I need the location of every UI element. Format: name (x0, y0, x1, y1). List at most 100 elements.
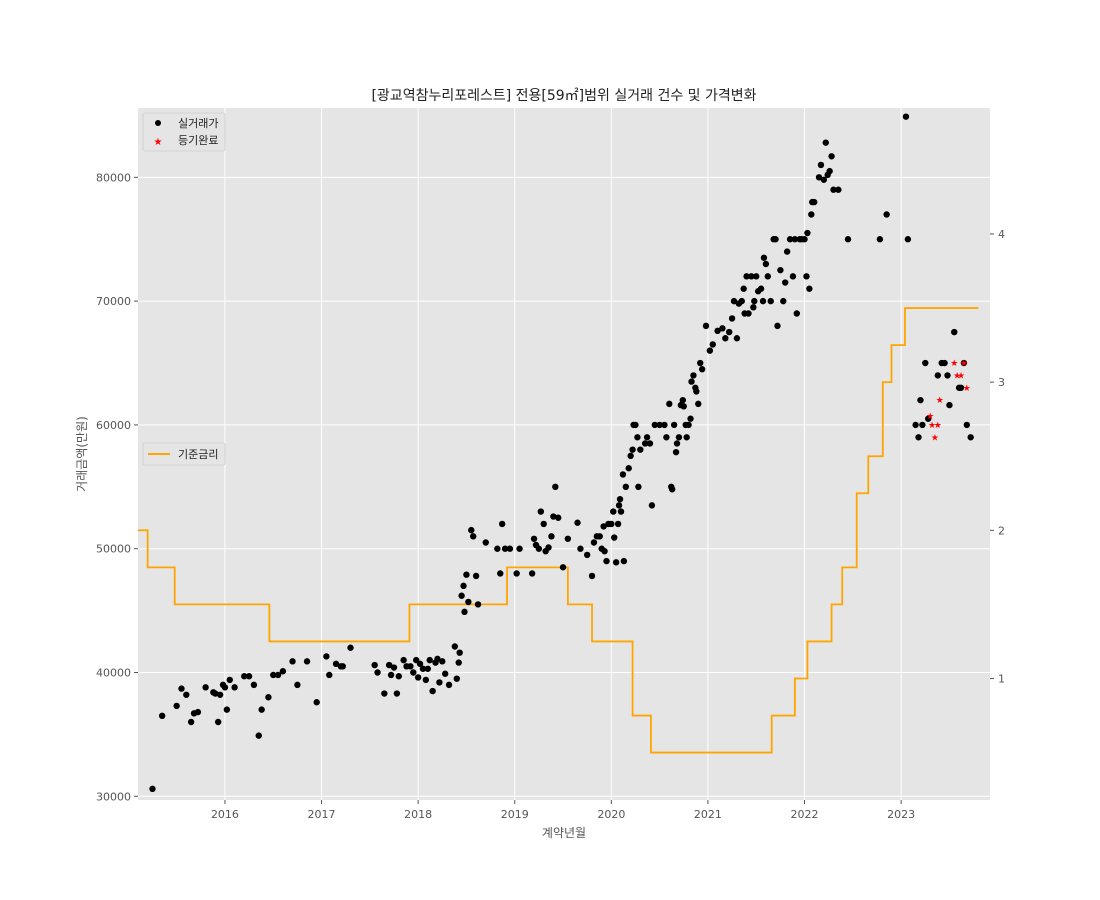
price-point (173, 702, 180, 710)
price-point (555, 514, 562, 521)
price-point (750, 304, 757, 311)
price-point (374, 669, 381, 676)
price-point (687, 415, 694, 422)
price-point (625, 465, 632, 472)
price-point (730, 297, 738, 305)
price-point (453, 675, 460, 682)
price-point (303, 658, 311, 665)
price-point (745, 310, 752, 317)
y-tick-label: 70000 (96, 295, 131, 308)
price-point (445, 681, 453, 689)
price-point (390, 664, 398, 671)
price-point (610, 508, 617, 515)
price-point (714, 327, 721, 335)
price-point (793, 310, 801, 317)
price-point (668, 486, 676, 493)
price-point (782, 279, 789, 286)
registered-point: ★ (957, 371, 965, 381)
price-point (919, 421, 926, 429)
price-point (574, 519, 581, 526)
price-point (957, 384, 965, 391)
price-point (194, 708, 202, 716)
registered-point: ★ (928, 421, 936, 431)
price-point (460, 582, 467, 590)
price-point (774, 322, 781, 330)
y2-tick-label: 1 (998, 672, 1005, 685)
price-point (441, 670, 449, 677)
price-point (294, 681, 301, 689)
price-point (410, 669, 417, 676)
price-point (656, 421, 663, 429)
price-point (743, 273, 750, 280)
price-point (601, 547, 608, 555)
x-tick-label: 2022 (791, 808, 819, 821)
price-point (828, 153, 835, 160)
price-point (216, 691, 224, 698)
y-tick-label: 40000 (96, 666, 131, 679)
price-point (772, 236, 779, 243)
price-point (673, 440, 681, 447)
price-point (611, 534, 618, 541)
price-point (791, 236, 799, 243)
price-point (670, 421, 678, 429)
price-point (183, 691, 190, 698)
price-point (619, 471, 627, 478)
registered-series: ★★★★★★★★★★ (926, 359, 971, 443)
price-point (804, 229, 811, 237)
price-point (274, 671, 282, 679)
y2-tick-label: 4 (998, 228, 1005, 241)
price-point (637, 446, 644, 453)
price-point (400, 656, 407, 664)
price-point (806, 285, 813, 292)
price-point (646, 440, 654, 447)
price-point (614, 520, 622, 528)
price-point (688, 378, 695, 385)
price-point (641, 440, 649, 447)
price-point (725, 328, 733, 336)
price-point (332, 660, 340, 668)
price-point (629, 446, 636, 453)
price-point (501, 545, 509, 552)
price-point (922, 359, 929, 367)
price-point (545, 544, 552, 551)
grid (138, 108, 990, 800)
legend-lower: 기준금리 (142, 442, 226, 466)
price-point (436, 679, 443, 686)
price-point (231, 684, 238, 691)
price-point (221, 684, 229, 691)
legend-upper: 실거래가 ★ 등기완료 (142, 112, 226, 152)
legend-lower-box (142, 442, 226, 466)
price-point (371, 661, 378, 669)
price-point (387, 671, 395, 679)
rate-step-line (138, 307, 979, 754)
price-point (463, 571, 470, 578)
price-point (424, 665, 431, 672)
price-point (690, 372, 697, 379)
price-point (648, 502, 656, 509)
price-point (474, 601, 482, 608)
price-point (817, 161, 825, 169)
y-axis-title: 거래금액(만원) (75, 416, 89, 492)
price-point (722, 335, 729, 342)
price-point (753, 273, 760, 280)
price-point (395, 673, 403, 680)
y-tick-label: 80000 (96, 171, 131, 184)
legend-registered-label: 등기완료 (178, 134, 218, 147)
price-point (728, 315, 736, 322)
legend-price-marker (155, 120, 161, 126)
price-point (951, 328, 958, 336)
price-point (498, 520, 506, 528)
price-point (258, 706, 265, 713)
price-point (559, 564, 567, 571)
price-point (934, 372, 942, 379)
price-point (685, 421, 692, 429)
price-point (212, 690, 219, 697)
price-point (537, 508, 545, 515)
price-point (801, 236, 808, 243)
legend-upper-box (142, 112, 226, 152)
price-point (917, 396, 924, 404)
price-point (675, 434, 683, 441)
price-point (540, 520, 547, 528)
price-point (461, 608, 468, 616)
rate-series (138, 307, 979, 754)
